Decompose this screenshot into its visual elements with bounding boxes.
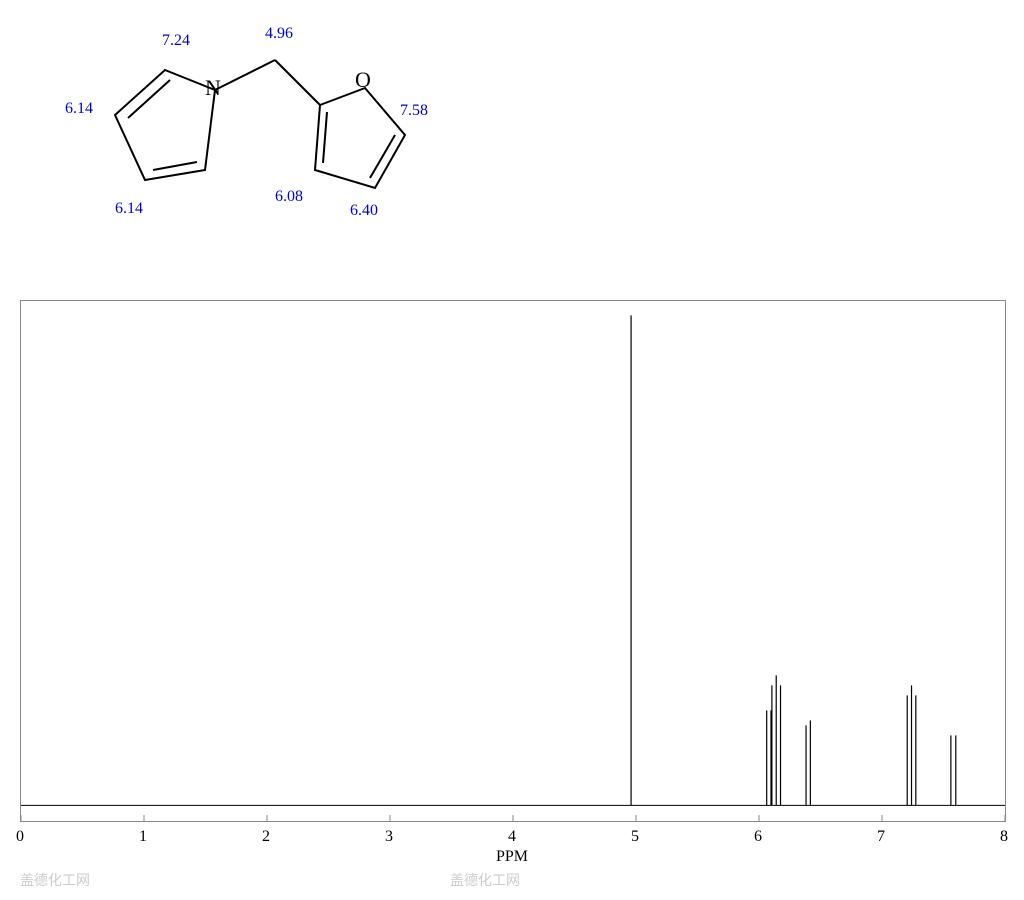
watermark-1: 盖德化工网	[20, 870, 90, 890]
shift-0: 7.24	[162, 32, 190, 50]
x-tick-0: 0	[10, 828, 30, 846]
atom-O: O	[355, 67, 371, 93]
molecular-structure: N O 7.24 4.96 6.14 7.58 6.14 6.08 6.40	[40, 20, 460, 260]
x-tick-5: 5	[625, 828, 645, 846]
x-axis-title: PPM	[496, 848, 528, 866]
x-tick-2: 2	[256, 828, 276, 846]
shift-1: 4.96	[265, 25, 293, 43]
shift-5: 6.08	[275, 188, 303, 206]
shift-3: 7.58	[400, 102, 428, 120]
x-tick-7: 7	[871, 828, 891, 846]
atom-N: N	[205, 75, 221, 101]
shift-2: 6.14	[65, 100, 93, 118]
structure-svg	[40, 20, 460, 260]
watermark-2: 盖德化工网	[450, 870, 520, 890]
x-tick-6: 6	[748, 828, 768, 846]
spectrum-svg	[21, 301, 1005, 821]
x-tick-8: 8	[994, 828, 1014, 846]
nmr-spectrum: 876543210 PPM	[20, 300, 1004, 860]
shift-6: 6.40	[350, 202, 378, 220]
spectrum-plot-area	[20, 300, 1006, 822]
shift-4: 6.14	[115, 200, 143, 218]
x-tick-4: 4	[502, 828, 522, 846]
x-tick-1: 1	[133, 828, 153, 846]
x-tick-3: 3	[379, 828, 399, 846]
